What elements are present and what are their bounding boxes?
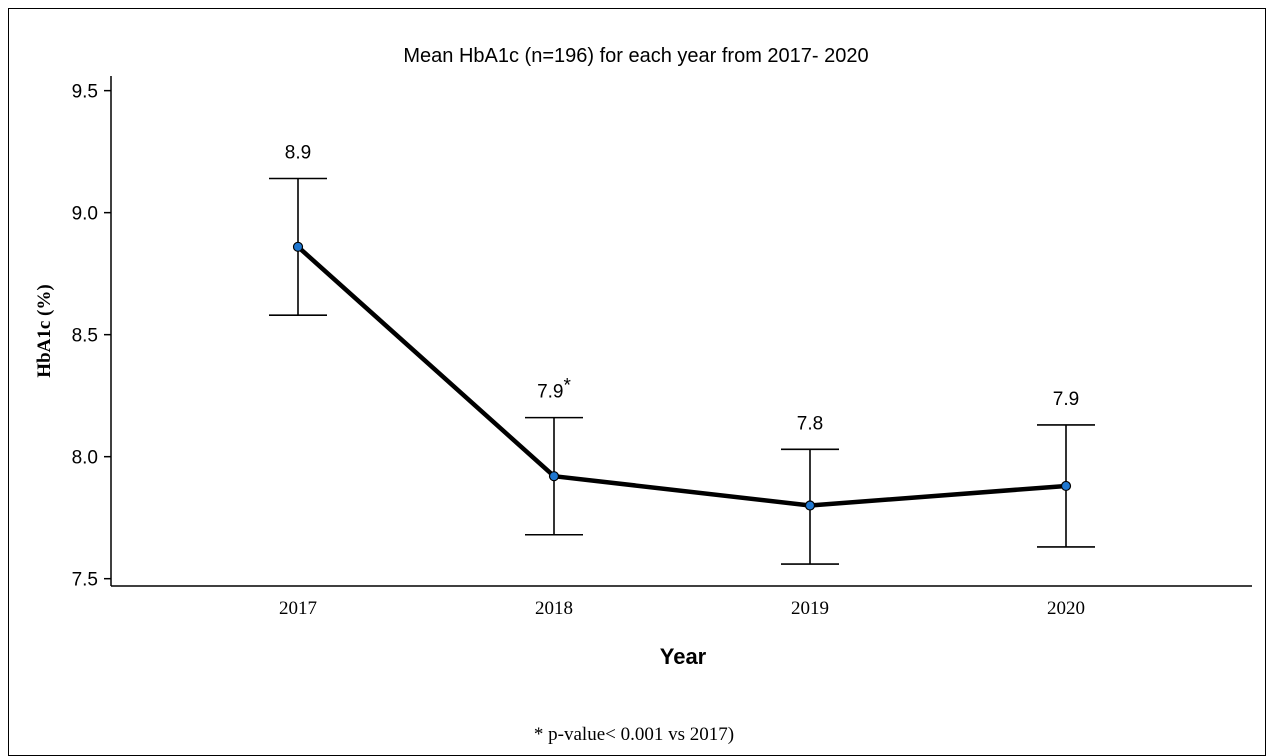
x-tick-label: 2017 bbox=[279, 598, 317, 619]
error-bars bbox=[269, 177, 1095, 565]
series-line bbox=[296, 245, 1067, 508]
data-point bbox=[1060, 480, 1072, 492]
data-point bbox=[548, 471, 560, 482]
y-tick-label: 9.0 bbox=[72, 204, 98, 225]
data-points bbox=[292, 241, 1072, 511]
data-label: 8.9 bbox=[285, 142, 311, 163]
footnote: * p-value< 0.001 vs 2017) bbox=[534, 724, 734, 745]
data-labels: 8.9 7.9* 7.8 7.9 bbox=[285, 142, 1079, 434]
y-tick-label: 8.5 bbox=[72, 326, 98, 347]
data-point bbox=[804, 500, 816, 511]
x-axis-label: Year bbox=[660, 644, 707, 669]
y-tick-labels: 7.5 8.0 8.5 9.0 9.5 bbox=[72, 82, 111, 591]
significance-marker: * bbox=[564, 376, 572, 397]
x-tick-label: 2020 bbox=[1047, 598, 1085, 619]
y-axis-label: HbA1c (%) bbox=[34, 284, 55, 377]
data-label: 7.8 bbox=[797, 413, 823, 434]
data-label: 7.9 bbox=[1053, 389, 1079, 410]
y-tick-label: 7.5 bbox=[72, 570, 98, 591]
y-tick-label: 9.5 bbox=[72, 82, 98, 103]
y-tick-label: 8.0 bbox=[72, 448, 98, 469]
x-tick-labels: 2017 2018 2019 2020 bbox=[279, 598, 1085, 619]
data-point bbox=[292, 241, 304, 252]
data-label: 7.9* bbox=[537, 376, 571, 403]
chart-title: Mean HbA1c (n=196) for each year from 20… bbox=[403, 45, 868, 67]
figure-frame bbox=[8, 8, 1266, 756]
x-tick-label: 2018 bbox=[535, 598, 573, 619]
x-tick-label: 2019 bbox=[791, 598, 829, 619]
